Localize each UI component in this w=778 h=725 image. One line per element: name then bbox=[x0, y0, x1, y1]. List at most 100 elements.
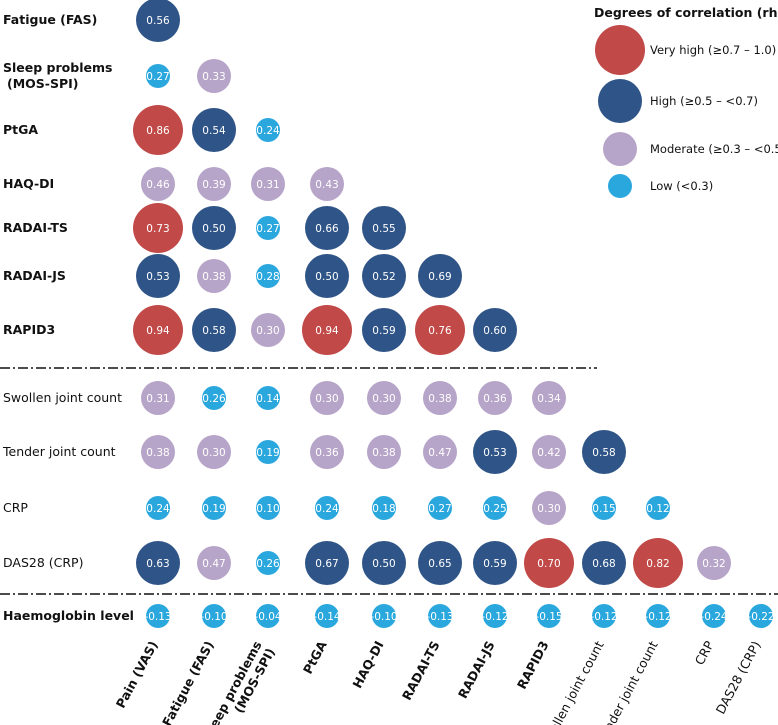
column-label: RADAI-TS bbox=[399, 638, 443, 702]
correlation-bubble bbox=[423, 435, 457, 469]
correlation-bubble bbox=[197, 59, 231, 93]
correlation-bubble bbox=[202, 496, 226, 520]
correlation-bubble bbox=[428, 496, 452, 520]
correlation-value: 0.94 bbox=[315, 325, 339, 337]
correlation-value: 0.38 bbox=[202, 271, 225, 283]
correlation-bubble bbox=[256, 440, 280, 464]
correlation-bubble bbox=[141, 167, 175, 201]
correlation-value: 0.38 bbox=[428, 393, 451, 405]
correlation-value: -0.15 bbox=[535, 611, 562, 623]
correlation-value: 0.30 bbox=[315, 393, 338, 405]
legend-label: Very high (≥0.7 – 1.0) bbox=[650, 43, 776, 57]
row-label: Haemoglobin level bbox=[3, 608, 134, 623]
correlation-bubble bbox=[136, 0, 180, 42]
row-label: Tender joint count bbox=[2, 444, 116, 459]
correlation-bubble bbox=[362, 206, 406, 250]
correlation-bubble bbox=[146, 64, 170, 88]
legend-swatch bbox=[608, 174, 632, 198]
row-label: HAQ-DI bbox=[3, 176, 54, 191]
correlation-value: 0.56 bbox=[146, 15, 170, 27]
correlation-value: 0.15 bbox=[592, 503, 615, 515]
correlation-bubble bbox=[592, 604, 616, 628]
correlation-value: 0.28 bbox=[256, 271, 279, 283]
column-label: RAPID3 bbox=[514, 638, 552, 691]
correlation-bubble bbox=[483, 604, 507, 628]
correlation-value: 0.27 bbox=[146, 71, 169, 83]
correlation-bubble bbox=[192, 108, 236, 152]
correlation-value: 0.18 bbox=[372, 503, 395, 515]
correlation-bubble bbox=[251, 313, 285, 347]
correlation-bubble bbox=[633, 538, 683, 588]
correlation-bubble bbox=[418, 254, 462, 298]
correlation-value: -0.10 bbox=[200, 611, 227, 623]
correlation-bubble bbox=[537, 604, 561, 628]
correlation-value: 0.31 bbox=[146, 393, 169, 405]
column-label: RADAI-JS bbox=[455, 638, 498, 701]
correlation-value: 0.30 bbox=[202, 447, 225, 459]
correlation-bubble bbox=[305, 254, 349, 298]
correlation-bubble bbox=[423, 381, 457, 415]
correlation-value: 0.50 bbox=[372, 558, 395, 570]
correlation-value: 0.27 bbox=[256, 223, 279, 235]
correlation-bubble bbox=[256, 386, 280, 410]
legend-swatch bbox=[603, 132, 637, 166]
correlation-bubble bbox=[310, 381, 344, 415]
correlation-bubble bbox=[141, 381, 175, 415]
correlation-bubble bbox=[197, 435, 231, 469]
correlation-value: 0.59 bbox=[372, 325, 395, 337]
legend-label: Moderate (≥0.3 – <0.5) bbox=[650, 142, 778, 156]
correlation-value: 0.58 bbox=[592, 447, 615, 459]
correlation-value: 0.63 bbox=[146, 558, 169, 570]
correlation-value: 0.10 bbox=[256, 503, 279, 515]
correlation-value: 0.38 bbox=[372, 447, 395, 459]
correlation-value: 0.70 bbox=[537, 558, 560, 570]
correlation-bubble bbox=[302, 305, 352, 355]
legend-swatch bbox=[598, 79, 642, 123]
correlation-value: 0.19 bbox=[202, 503, 225, 515]
correlation-bubble bbox=[483, 496, 507, 520]
correlation-bubble bbox=[141, 435, 175, 469]
row-label: Fatigue (FAS) bbox=[3, 12, 97, 27]
correlation-bubble bbox=[192, 206, 236, 250]
correlation-value: -0.24 bbox=[700, 611, 727, 623]
correlation-value: 0.66 bbox=[315, 223, 339, 235]
correlation-value: 0.32 bbox=[702, 558, 725, 570]
row-labels: Fatigue (FAS) Sleep problems (MOS-SPI) PtGA… bbox=[2, 12, 134, 623]
correlation-bubble bbox=[582, 541, 626, 585]
correlation-value: -0.12 bbox=[590, 611, 617, 623]
column-label: DAS28 (CRP) bbox=[713, 638, 764, 716]
correlation-bubble bbox=[362, 541, 406, 585]
legend-label: High (≥0.5 – <0.7) bbox=[650, 94, 758, 108]
correlation-value: 0.24 bbox=[146, 503, 170, 515]
row-label: DAS28 (CRP) bbox=[3, 555, 83, 570]
correlation-bubble bbox=[256, 604, 280, 628]
correlation-value: -0.12 bbox=[481, 611, 508, 623]
row-label: PtGA bbox=[3, 122, 38, 137]
correlation-value: -0.22 bbox=[747, 611, 774, 623]
correlation-bubble bbox=[372, 604, 396, 628]
correlation-value: 0.30 bbox=[537, 503, 560, 515]
correlation-bubble bbox=[133, 105, 183, 155]
correlation-value: 0.26 bbox=[256, 558, 280, 570]
correlation-value: 0.36 bbox=[483, 393, 507, 405]
correlation-bubble bbox=[697, 546, 731, 580]
correlation-bubble bbox=[473, 430, 517, 474]
column-label: Tender joint count bbox=[594, 638, 661, 725]
correlation-bubble bbox=[251, 167, 285, 201]
legend-title: Degrees of correlation (rho) bbox=[594, 5, 778, 20]
correlation-value: 0.27 bbox=[428, 503, 451, 515]
correlation-bubble bbox=[702, 604, 726, 628]
correlation-bubble bbox=[256, 551, 280, 575]
correlation-value: -0.10 bbox=[370, 611, 397, 623]
correlation-bubble bbox=[532, 491, 566, 525]
correlation-bubble bbox=[532, 435, 566, 469]
correlation-value: 0.31 bbox=[256, 179, 279, 191]
column-label: PtGA bbox=[300, 638, 330, 676]
correlation-value: 0.30 bbox=[372, 393, 395, 405]
correlation-bubble bbox=[133, 305, 183, 355]
correlation-bubble bbox=[197, 259, 231, 293]
correlation-bubble bbox=[136, 254, 180, 298]
correlation-bubble bbox=[646, 496, 670, 520]
correlation-value: 0.94 bbox=[146, 325, 170, 337]
column-labels: Pain (VAS)Fatigue (FAS)Sleep problems(MO… bbox=[113, 638, 764, 725]
